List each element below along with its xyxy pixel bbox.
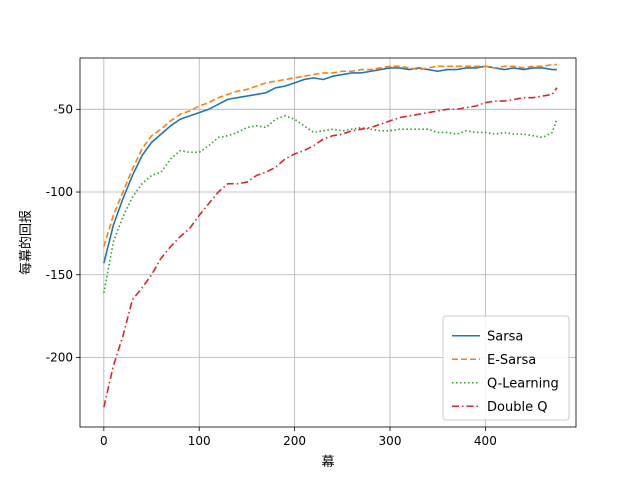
- legend-box: [442, 315, 570, 421]
- x-tick-label: 200: [283, 434, 306, 448]
- y-tick-label: -200: [46, 351, 73, 365]
- x-tick-label: 300: [379, 434, 402, 448]
- y-tick-label: -150: [46, 268, 73, 282]
- ticks-layer: 0 100 200 300 400 -200 -150 -100 -50: [46, 102, 497, 448]
- legend-label-q-learning: Q-Learning: [487, 376, 559, 391]
- series-layer: [103, 63, 558, 408]
- y-tick-label: -100: [46, 185, 73, 199]
- y-axis-label: 每幕的回报: [18, 210, 34, 275]
- x-axis-label: 幕: [321, 455, 334, 470]
- grid-layer: [80, 58, 576, 427]
- x-tick-label: 0: [100, 434, 108, 448]
- series-line-double-q: [103, 87, 558, 408]
- legend-label-double-q: Double Q: [487, 400, 547, 415]
- series-line-q-learning: [103, 115, 558, 294]
- x-tick-label: 400: [474, 434, 497, 448]
- legend: Sarsa E-Sarsa Q-Learning Double Q: [442, 315, 570, 421]
- series-line-e-sarsa: [103, 63, 557, 247]
- series-line-sarsa: [103, 65, 557, 264]
- plot-area-frame: [79, 57, 577, 428]
- x-tick-label: 100: [188, 434, 211, 448]
- legend-label-e-sarsa: E-Sarsa: [487, 353, 536, 368]
- y-tick-label: -50: [53, 102, 73, 116]
- legend-label-sarsa: Sarsa: [487, 329, 523, 344]
